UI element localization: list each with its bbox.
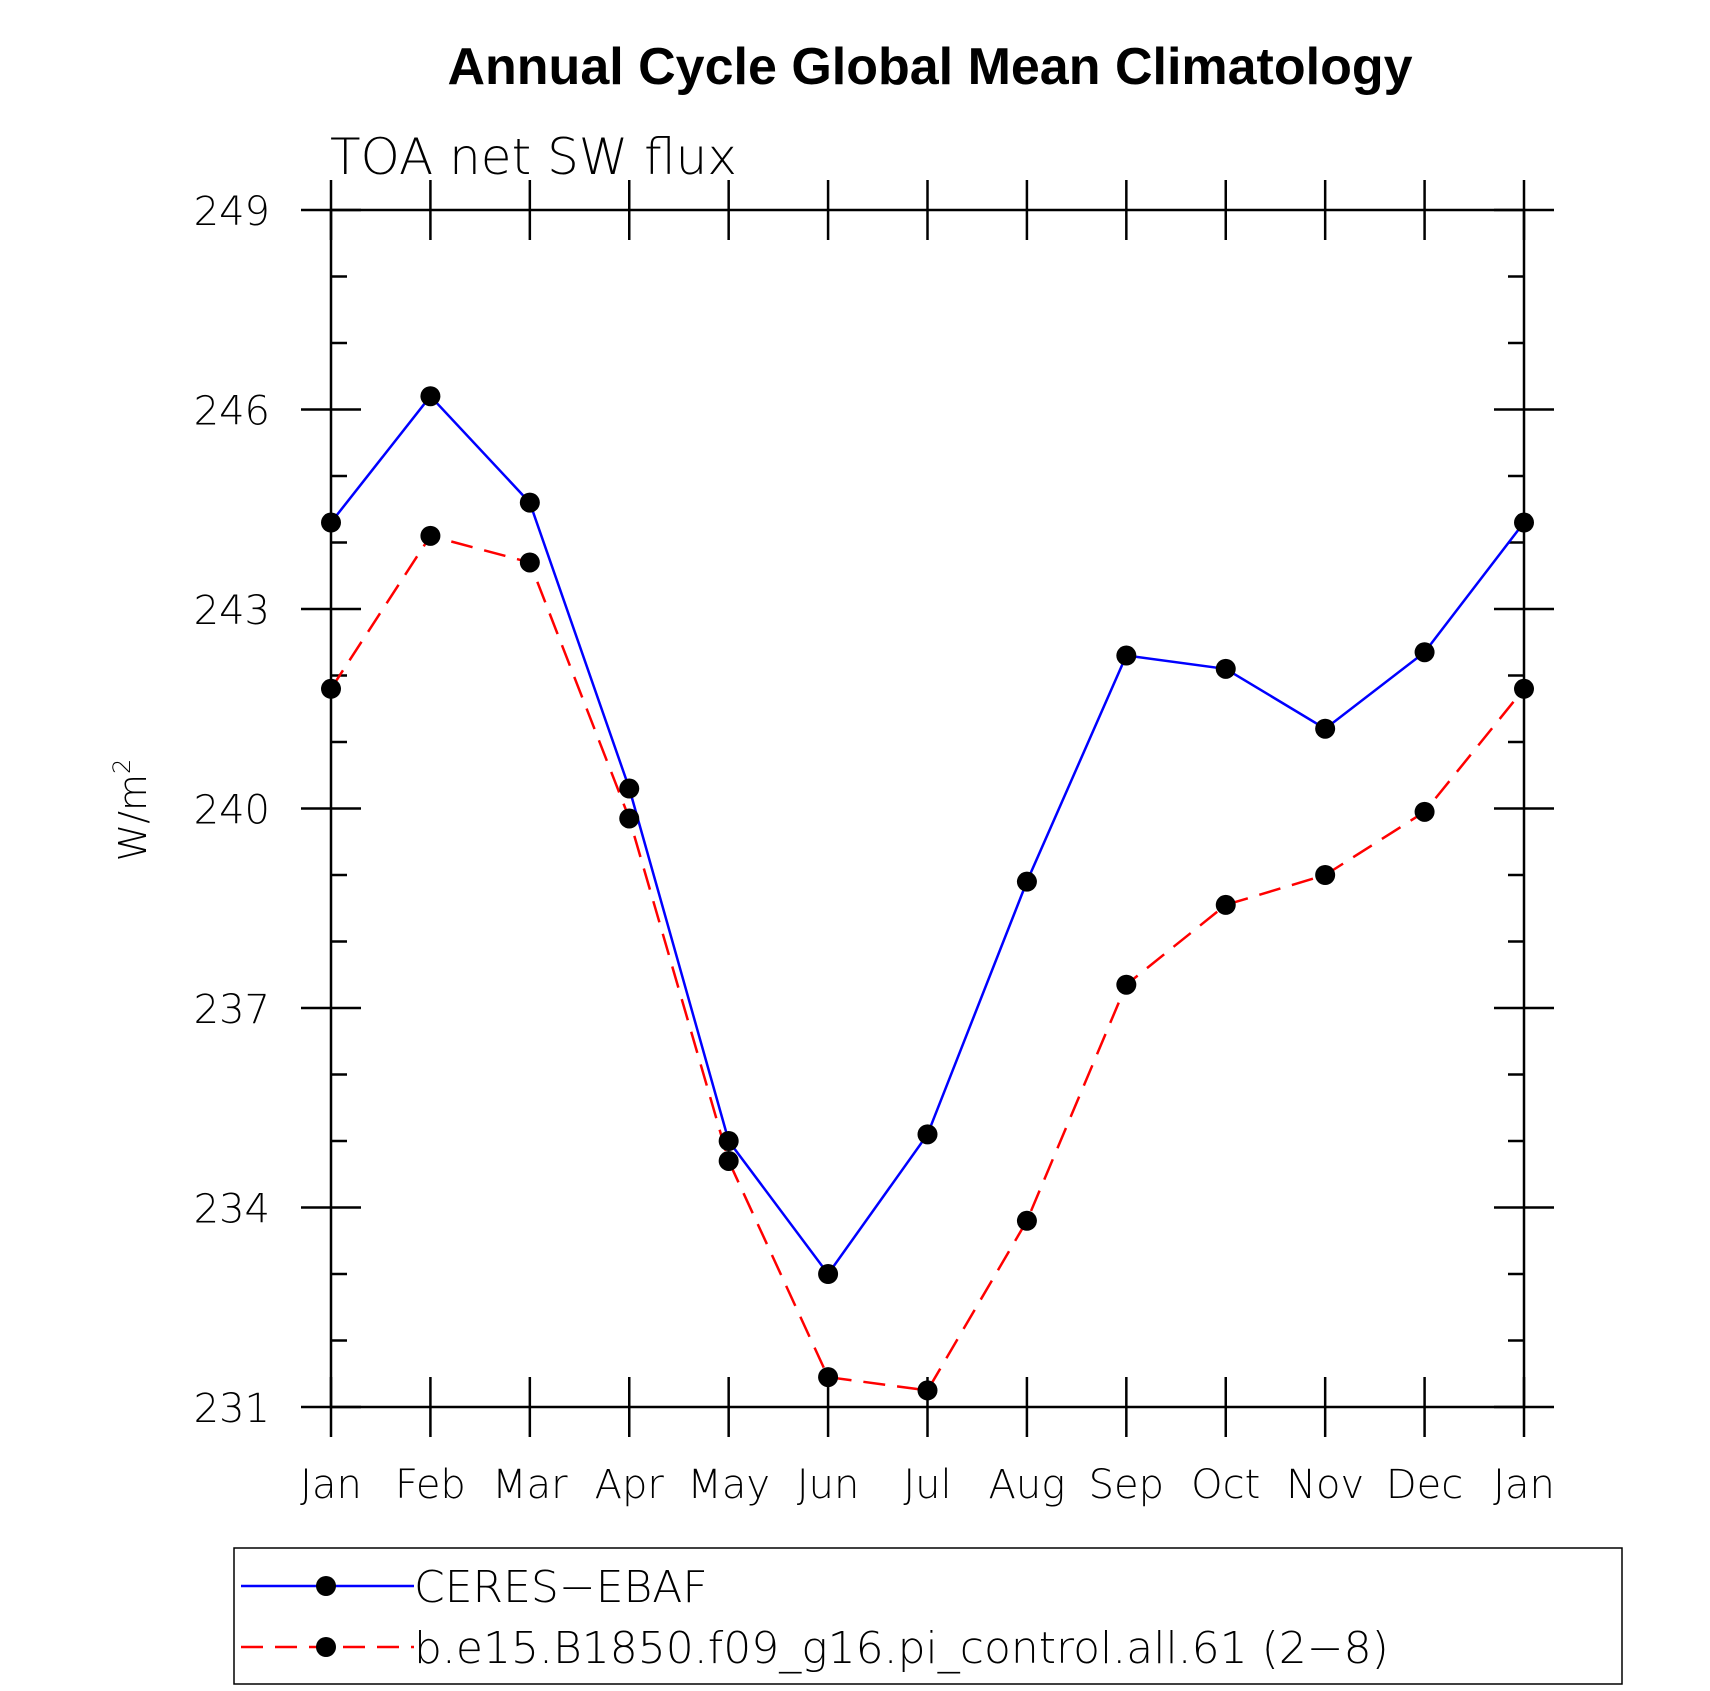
x-tick-label: Apr bbox=[595, 1462, 665, 1508]
data-point-series-1 bbox=[818, 1367, 839, 1388]
chart-title: Annual Cycle Global Mean Climatology bbox=[447, 38, 1412, 96]
x-tick-label: Jan bbox=[1493, 1462, 1555, 1508]
legend-label-ceres: CERES−EBAF bbox=[414, 1562, 708, 1613]
data-point-series-1 bbox=[917, 1380, 938, 1401]
data-point-series-0 bbox=[619, 778, 640, 799]
x-tick-label: Dec bbox=[1386, 1462, 1463, 1508]
x-tick-label: Oct bbox=[1191, 1462, 1260, 1508]
x-tick-label: Sep bbox=[1089, 1462, 1164, 1508]
x-tick-label: Aug bbox=[989, 1462, 1066, 1508]
y-axis-label-exponent: 2 bbox=[108, 759, 136, 774]
data-point-series-1 bbox=[321, 678, 341, 699]
data-point-series-0 bbox=[1315, 718, 1336, 739]
y-axis-label: W/m2 bbox=[108, 759, 155, 862]
series-markers bbox=[321, 386, 1534, 1401]
legend-box bbox=[233, 1547, 1623, 1685]
chart-subtitle: TOA net SW flux bbox=[330, 128, 737, 186]
data-point-series-1 bbox=[718, 1150, 739, 1171]
plot-frame bbox=[329, 208, 1526, 1409]
y-tick-label: 231 bbox=[194, 1386, 270, 1432]
data-point-series-1 bbox=[420, 525, 441, 546]
data-point-series-1 bbox=[1514, 678, 1534, 699]
data-point-series-1 bbox=[1016, 1210, 1037, 1231]
x-tick-label: Nov bbox=[1286, 1462, 1364, 1508]
y-axis-ticks: 231 234 237 240 243 246 249 bbox=[194, 189, 1554, 1432]
y-tick-label: 240 bbox=[194, 788, 270, 834]
x-axis-ticks: Jan Feb Mar Apr May Jun Jul Aug Sep Oct Nov Dec Jan bbox=[300, 180, 1555, 1508]
data-point-series-1 bbox=[1116, 974, 1137, 995]
legend-marker-ceres bbox=[316, 1576, 336, 1596]
x-tick-label: Feb bbox=[395, 1462, 466, 1508]
data-point-series-0 bbox=[1414, 642, 1435, 663]
data-point-series-0 bbox=[718, 1131, 739, 1151]
y-tick-label: 243 bbox=[194, 588, 270, 634]
y-tick-label: 237 bbox=[194, 987, 270, 1033]
data-point-series-0 bbox=[1514, 512, 1534, 533]
data-point-series-0 bbox=[519, 492, 540, 513]
y-tick-label: 249 bbox=[194, 189, 270, 235]
data-point-series-0 bbox=[420, 386, 441, 407]
x-tick-label: Jul bbox=[903, 1462, 951, 1508]
data-point-series-0 bbox=[818, 1264, 839, 1284]
data-point-series-0 bbox=[321, 512, 341, 533]
data-point-series-0 bbox=[917, 1124, 938, 1145]
y-axis-label-base: W/m bbox=[111, 774, 155, 861]
data-point-series-0 bbox=[1016, 871, 1037, 892]
data-point-series-1 bbox=[519, 552, 540, 573]
legend-label-model: b.e15.B1850.f09_g16.pi_control.all.61 (2… bbox=[414, 1623, 1389, 1674]
data-point-series-1 bbox=[1315, 865, 1336, 885]
y-tick-label: 234 bbox=[194, 1187, 270, 1233]
data-point-series-0 bbox=[1215, 658, 1236, 679]
x-tick-label: Jun bbox=[797, 1462, 860, 1508]
data-point-series-1 bbox=[1414, 801, 1435, 822]
data-point-series-1 bbox=[1215, 894, 1236, 915]
series-line-1 bbox=[329, 534, 1525, 1392]
x-tick-label: May bbox=[687, 1462, 770, 1508]
x-tick-label: Mar bbox=[492, 1462, 568, 1508]
legend-marker-model bbox=[316, 1637, 336, 1657]
y-tick-label: 246 bbox=[194, 389, 270, 435]
data-point-series-1 bbox=[619, 808, 640, 829]
data-point-series-0 bbox=[1116, 645, 1137, 666]
x-tick-label: Jan bbox=[300, 1462, 362, 1508]
series-lines bbox=[329, 394, 1525, 1392]
